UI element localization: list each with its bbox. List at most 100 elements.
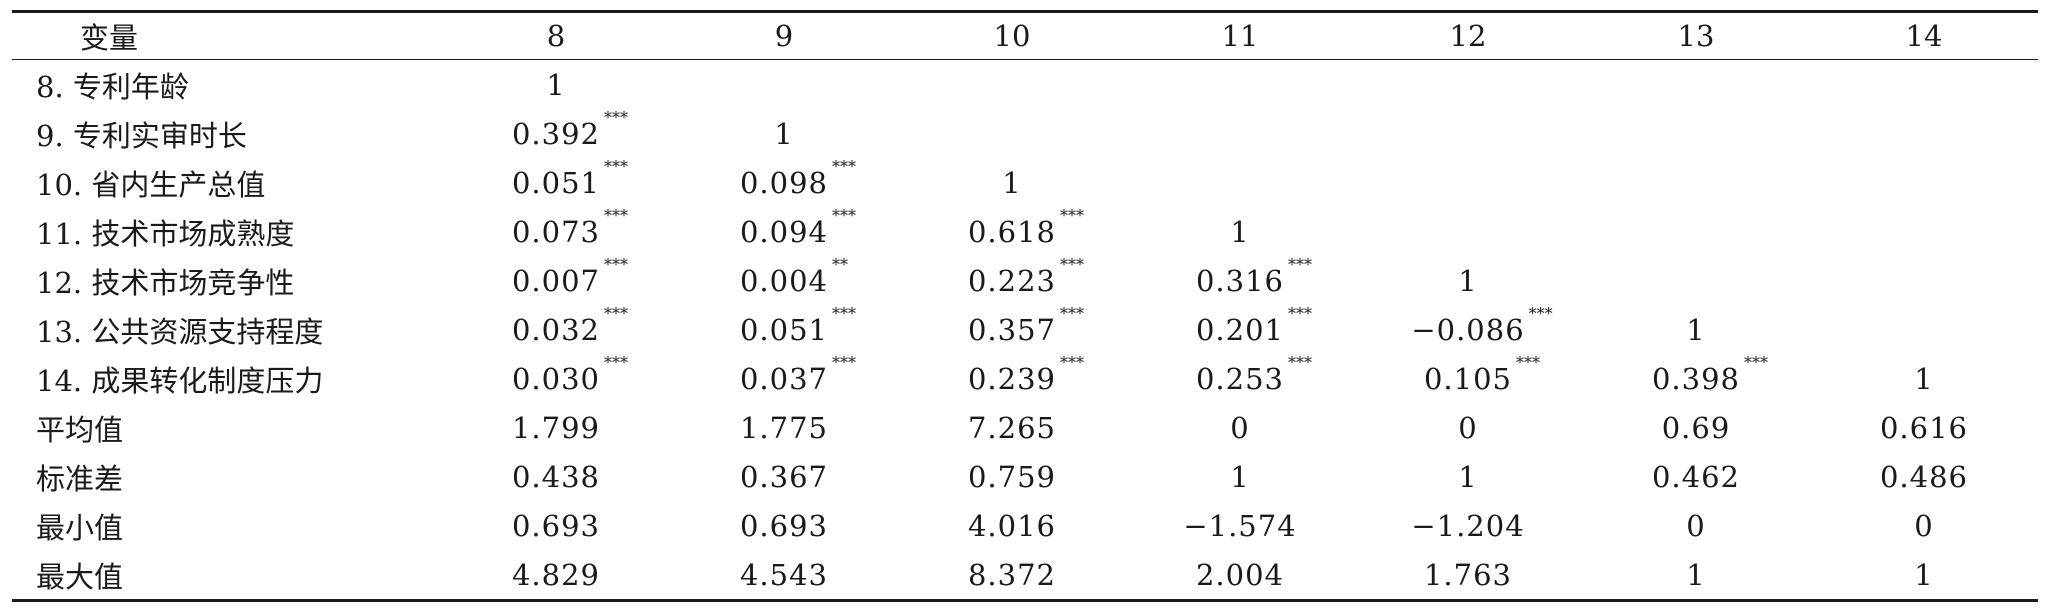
table-cell: 0 <box>1354 403 1582 452</box>
table-cell: 0 <box>1810 501 2038 550</box>
cell-value-wrapper: 0.007 *** <box>512 255 628 298</box>
cell-value: 8.372 <box>967 557 1057 592</box>
cell-value: 0.438 <box>511 459 601 494</box>
table-cell: 0.618 *** <box>898 206 1126 256</box>
table-cell: 0.051 *** <box>442 156 670 207</box>
table-cell: 1 <box>1582 550 1810 601</box>
cell-value: 1 <box>1458 263 1478 298</box>
cell-value: 1 <box>1686 557 1706 592</box>
table-cell: 1 <box>1810 550 2038 601</box>
cell-value-wrapper: 1 <box>1230 215 1249 249</box>
correlation-table: 变量 8 9 10 11 12 13 14 8. 专利年龄 1 9. 专利实审时长 0… <box>12 10 2038 602</box>
cell-value: 1.763 <box>1423 557 1513 592</box>
cell-value: 0.69 <box>1661 410 1731 445</box>
header-col-14: 14 <box>1905 19 1943 53</box>
table-cell: 1.763 <box>1354 550 1582 601</box>
table-cell: 0.007 *** <box>442 255 670 305</box>
cell-value-wrapper: 1 <box>1914 362 1933 396</box>
table-cell: 4.829 <box>442 550 670 601</box>
table-row: 12. 技术市场竞争性 0.007 *** 0.004 ** 0.223 *** 0.316 *… <box>12 255 2038 305</box>
cell-value: 0.392 <box>511 116 601 151</box>
table-cell: 1 <box>1354 256 1582 305</box>
cell-value: 0 <box>1230 410 1250 445</box>
cell-value-wrapper: 0.69 <box>1662 411 1731 445</box>
cell-value-wrapper: 0.367 <box>740 460 828 494</box>
cell-value: 0.616 <box>1879 410 1969 445</box>
cell-value: 1 <box>1914 557 1934 592</box>
table-cell: 1 <box>1126 207 1354 256</box>
cell-value: 1 <box>546 67 566 102</box>
significance-mark: *** <box>1288 352 1313 372</box>
cell-value-wrapper: 0.223 *** <box>968 255 1084 298</box>
table-cell: 1 <box>442 60 670 110</box>
table-cell: 0 <box>1582 501 1810 550</box>
cell-value-wrapper: 0 <box>1458 411 1477 445</box>
table-cell <box>1126 158 1354 207</box>
table-cell: 0.037 *** <box>670 352 898 403</box>
significance-mark: *** <box>832 156 857 176</box>
header-col-11: 11 <box>1221 19 1259 53</box>
row-label: 平均值 <box>36 412 124 447</box>
row-label: 13. 公共资源支持程度 <box>36 314 324 349</box>
cell-value: 1.799 <box>511 410 601 445</box>
cell-value-wrapper: 1.799 <box>512 411 600 445</box>
table-cell: 1.775 <box>670 403 898 452</box>
cell-value-wrapper: 0.004 ** <box>740 255 848 298</box>
cell-value: 0 <box>1458 410 1478 445</box>
cell-value: 0.357 <box>967 312 1057 347</box>
table-cell: 0.030 *** <box>442 352 670 403</box>
table-row: 14. 成果转化制度压力 0.030 *** 0.037 *** 0.239 *** 0.25… <box>12 352 2038 403</box>
cell-value-wrapper: 1 <box>1914 558 1933 592</box>
cell-value-wrapper: 0.094 *** <box>739 206 856 249</box>
table-cell: 1 <box>1354 452 1582 501</box>
table-cell: 0.367 <box>670 452 898 501</box>
cell-value: −1.574 <box>1183 508 1297 543</box>
table-cell: 1 <box>670 109 898 158</box>
significance-mark: *** <box>604 352 629 372</box>
cell-value-wrapper: 0.693 <box>512 509 600 543</box>
table-row: 最小值 0.693 0.693 4.016 −1.574 −1.204 0 0 <box>12 501 2038 550</box>
cell-value-wrapper: 0.098 *** <box>740 157 856 200</box>
table-header: 变量 8 9 10 11 12 13 14 <box>12 11 2038 60</box>
table-cell: 0.462 <box>1582 452 1810 501</box>
table-cell <box>898 109 1126 158</box>
cell-value-wrapper: 0.073 *** <box>512 206 628 249</box>
row-label: 14. 成果转化制度压力 <box>36 363 324 398</box>
row-label: 10. 省内生产总值 <box>36 167 266 202</box>
cell-value: 1 <box>1914 361 1934 396</box>
table-cell <box>1354 109 1582 158</box>
cell-value: 0.051 <box>511 165 601 200</box>
significance-mark: *** <box>604 156 629 176</box>
cell-value-wrapper: 2.004 <box>1196 558 1284 592</box>
table-cell <box>898 60 1126 110</box>
row-label: 8. 专利年龄 <box>36 69 189 104</box>
table-cell: 0.69 <box>1582 403 1810 452</box>
cell-value-wrapper: 0.051 *** <box>739 304 856 347</box>
cell-value-wrapper: 4.016 <box>968 509 1056 543</box>
cell-value: 0.051 <box>739 312 829 347</box>
significance-mark: *** <box>1288 303 1313 323</box>
cell-value: 0.094 <box>739 214 829 249</box>
cell-value-wrapper: 1 <box>1686 558 1705 592</box>
table-cell: −1.204 <box>1354 501 1582 550</box>
table-cell: 0.253 *** <box>1126 352 1354 403</box>
row-label: 最小值 <box>36 510 124 545</box>
table-cell: 0.223 *** <box>898 255 1126 305</box>
table-cell: 0.201 *** <box>1126 304 1354 354</box>
table-cell: 0.438 <box>442 452 670 501</box>
cell-value-wrapper: 0.201 *** <box>1196 304 1312 347</box>
table-row: 11. 技术市场成熟度 0.073 *** 0.094 *** 0.618 *** 1 <box>12 206 2038 256</box>
table-cell <box>1810 207 2038 256</box>
cell-value: 4.543 <box>739 557 829 592</box>
table-cell: 0.693 <box>670 501 898 550</box>
cell-value: 4.829 <box>511 557 601 592</box>
cell-value: 1 <box>1002 165 1022 200</box>
table-cell: 8.372 <box>898 550 1126 601</box>
cell-value-wrapper: 1 <box>774 117 793 151</box>
significance-mark: *** <box>832 352 857 372</box>
cell-value: 1 <box>774 116 794 151</box>
table-cell <box>1810 60 2038 110</box>
table-cell <box>1354 60 1582 110</box>
table-cell: 0 <box>1126 403 1354 452</box>
cell-value: 1 <box>1458 459 1478 494</box>
